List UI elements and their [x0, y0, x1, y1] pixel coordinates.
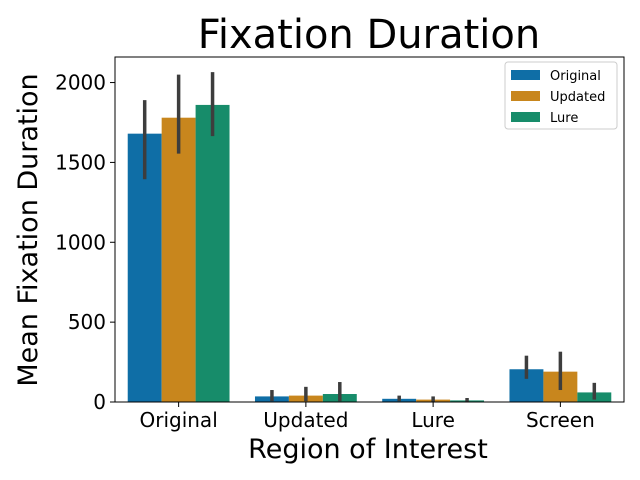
x-tick-label: Updated — [263, 408, 348, 432]
legend-label-original: Original — [550, 69, 601, 84]
y-tick-label: 2000 — [55, 71, 106, 95]
x-tick-label: Lure — [411, 408, 455, 432]
bar-original-updated — [161, 117, 196, 402]
legend-swatch-original — [511, 70, 540, 80]
error-bars-group — [142, 72, 597, 402]
y-tick-label: 1000 — [55, 230, 106, 254]
y-axis-label: Mean Fixation Duration — [13, 73, 44, 386]
y-axis: 0 500 1000 1500 2000 — [55, 71, 115, 414]
x-tick-label: Screen — [526, 408, 595, 432]
legend-swatch-lure — [511, 112, 540, 122]
bars-group — [127, 104, 612, 403]
chart-title: Fixation Duration — [198, 12, 540, 58]
legend-label-updated: Updated — [550, 90, 605, 105]
x-tick-label: Original — [139, 408, 217, 432]
legend: Original Updated Lure — [504, 61, 618, 130]
y-tick-label: 1500 — [55, 150, 106, 174]
y-tick-label: 0 — [93, 390, 106, 414]
plot-frame — [114, 56, 625, 403]
y-tick-label: 500 — [68, 310, 106, 334]
x-axis: Original Updated Lure Screen — [139, 402, 595, 432]
legend-label-lure: Lure — [550, 111, 578, 126]
legend-swatch-updated — [511, 91, 540, 101]
bar-original-lure — [195, 104, 230, 403]
x-axis-label: Region of Interest — [248, 434, 488, 465]
